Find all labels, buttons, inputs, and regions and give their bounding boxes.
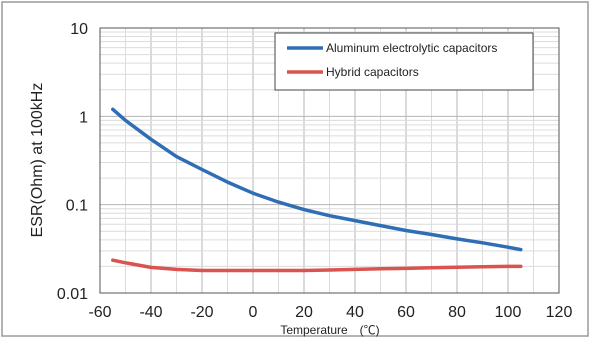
legend-label-2: Hybrid capacitors — [326, 65, 419, 79]
y-tick-label: 0.01 — [57, 286, 88, 303]
legend-box — [274, 32, 534, 91]
x-tick-label: 20 — [295, 304, 313, 321]
y-tick-label: 0.1 — [66, 198, 88, 215]
y-tick-label: 1 — [79, 109, 88, 126]
x-tick-label: -40 — [139, 304, 162, 321]
x-tick-label: 60 — [397, 304, 415, 321]
series-line-1 — [111, 107, 523, 252]
y-axis-label: ESR(Ohm) at 100kHz — [29, 83, 46, 238]
y-tick-labels: 10 1 0.1 0.01 — [57, 21, 88, 303]
x-axis-label: Temperature (℃) — [280, 323, 379, 337]
x-tick-label: 80 — [448, 304, 466, 321]
x-tick-label: 0 — [249, 304, 258, 321]
x-tick-label: 100 — [495, 304, 522, 321]
x-tick-labels: -60 -40 -20 0 20 40 60 80 100 120 — [88, 304, 572, 321]
x-tick-label: 120 — [546, 304, 573, 321]
legend: Aluminum electrolytic capacitors Hybrid c… — [274, 32, 534, 91]
x-tick-label: -60 — [88, 304, 111, 321]
series-lines — [111, 107, 523, 273]
plot-area — [99, 27, 560, 294]
x-tick-label: 40 — [346, 304, 364, 321]
series-line-2 — [111, 258, 523, 273]
y-tick-label: 10 — [70, 21, 88, 38]
x-tick-label: -20 — [190, 304, 213, 321]
legend-label-1: Aluminum electrolytic capacitors — [326, 41, 497, 55]
